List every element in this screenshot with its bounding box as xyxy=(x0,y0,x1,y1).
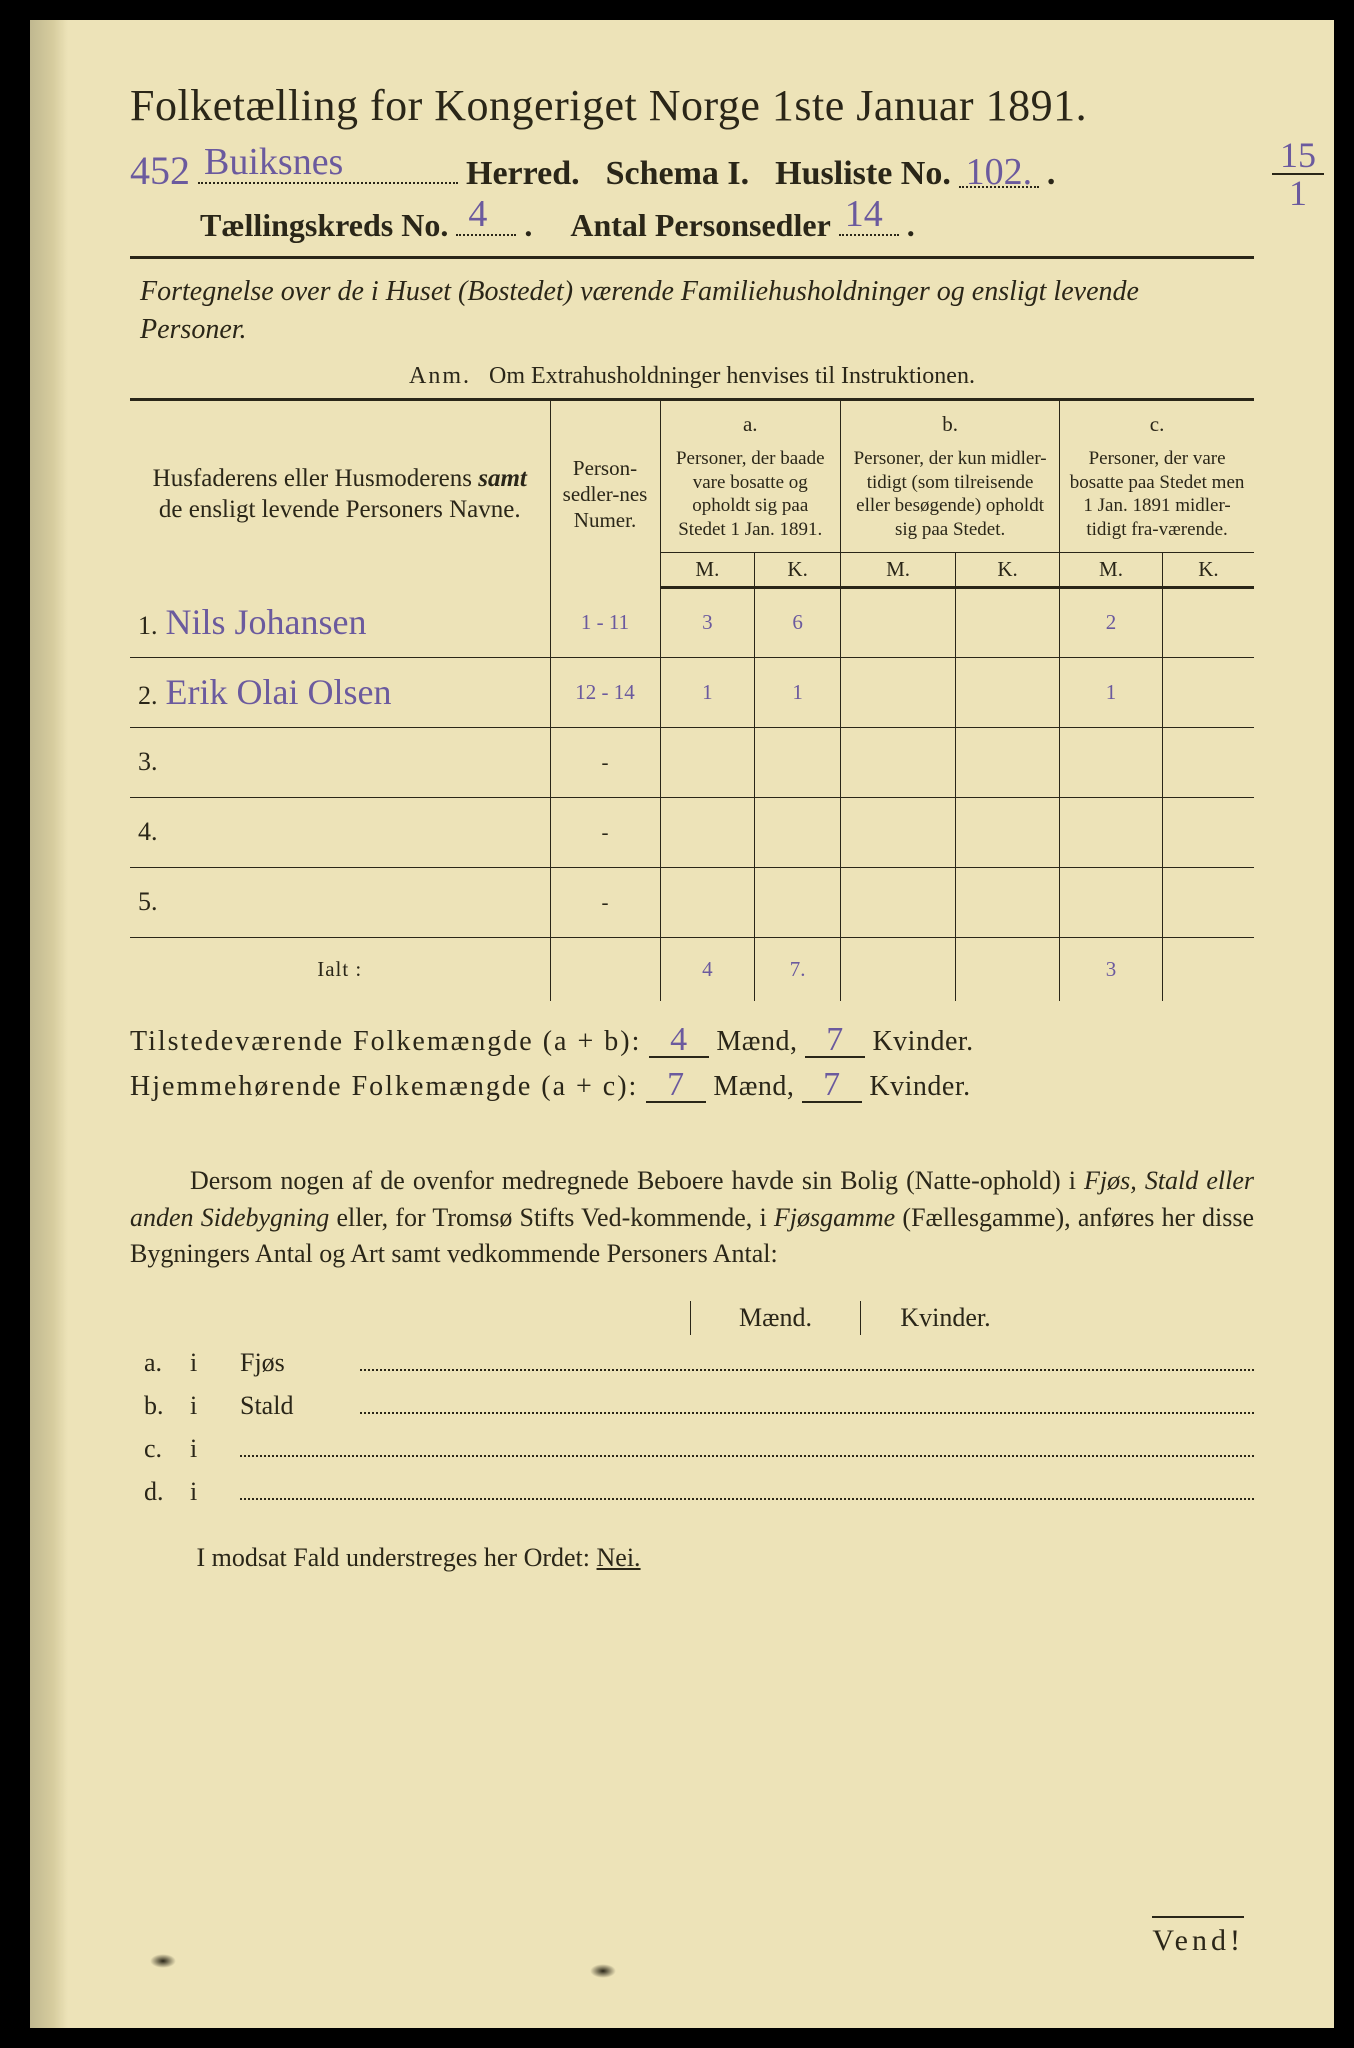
antal-field: 14 xyxy=(839,204,899,236)
herred-label: Herred. xyxy=(466,155,580,193)
antal-number-hand: 14 xyxy=(845,192,883,236)
table-row: 5. - xyxy=(130,867,1254,937)
col-b-k: K. xyxy=(956,552,1060,587)
buildings-block: Mænd. Kvinder. a. i Fjøs b. i Stald c. i… xyxy=(130,1301,1254,1507)
col-header-names: Husfaderens eller Husmoderens samt de en… xyxy=(130,399,550,587)
nei-word: Nei. xyxy=(597,1543,641,1572)
husliste-number-hand: 102. xyxy=(959,150,1039,188)
col-a-k: K. xyxy=(755,552,841,587)
husliste-label: Husliste No. xyxy=(775,155,951,193)
col-header-numer: Person-sedler-nes Numer. xyxy=(550,399,660,587)
resident-women: 7 xyxy=(802,1070,862,1103)
ink-smudge xyxy=(590,1964,616,1978)
col-c-k: K. xyxy=(1162,552,1254,587)
building-row: a. i Fjøs xyxy=(130,1345,1254,1378)
fraction-numerator: 15 xyxy=(1272,137,1324,175)
vend-label: Vend! xyxy=(1152,1916,1244,1958)
herred-field: Buiksnes xyxy=(198,150,458,184)
col-header-a-letter: a. xyxy=(660,399,841,437)
present-men: 4 xyxy=(649,1025,709,1058)
buildings-col-kvinder: Kvinder. xyxy=(860,1301,1030,1335)
table-row: 4. - xyxy=(130,797,1254,867)
household-table: Husfaderens eller Husmoderens samt de en… xyxy=(130,398,1254,1002)
person-name: Erik Olai Olsen xyxy=(166,672,392,712)
building-row: c. i xyxy=(130,1431,1254,1464)
col-header-c: Personer, der vare bosatte paa Stedet me… xyxy=(1060,437,1254,553)
fortegnelse-text: Fortegnelse over de i Huset (Bostedet) v… xyxy=(140,273,1244,349)
building-row: b. i Stald xyxy=(130,1388,1254,1421)
fraction-denominator: 1 xyxy=(1272,175,1324,211)
page-title: Folketælling for Kongeriget Norge 1ste J… xyxy=(130,80,1254,131)
col-c-m: M. xyxy=(1060,552,1163,587)
person-name: Nils Johansen xyxy=(166,602,367,642)
kreds-label: Tællingskreds No. xyxy=(200,207,448,244)
buildings-col-maend: Mænd. xyxy=(690,1301,860,1335)
col-header-a: Personer, der baade vare bosatte og opho… xyxy=(660,437,841,553)
ink-smudge xyxy=(150,1954,176,1968)
summary-block: Tilstedeværende Folkemængde (a + b): 4 M… xyxy=(130,1025,1254,1103)
herred-name-hand: Buiksnes xyxy=(204,140,343,184)
col-a-m: M. xyxy=(660,552,755,587)
table-row: 3. - xyxy=(130,727,1254,797)
col-header-c-letter: c. xyxy=(1060,399,1254,437)
table-row: 2.Erik Olai Olsen 12 - 14 1 1 1 xyxy=(130,657,1254,727)
totals-row: Ialt : 4 7. 3 xyxy=(130,937,1254,1001)
anm-text: Om Extrahusholdninger henvises til Instr… xyxy=(489,363,975,389)
divider xyxy=(130,256,1254,259)
anm-line: Anm. Om Extrahusholdninger henvises til … xyxy=(130,363,1254,390)
explanatory-paragraph: Dersom nogen af de ovenfor medregnede Be… xyxy=(130,1163,1254,1272)
antal-label: Antal Personsedler xyxy=(570,207,830,244)
nei-line: I modsat Fald understreges her Ordet: Ne… xyxy=(130,1543,1254,1573)
ialt-label: Ialt : xyxy=(130,937,550,1001)
col-b-m: M. xyxy=(841,552,956,587)
header-row-3: Tællingskreds No. 4 . Antal Personsedler… xyxy=(200,204,1254,244)
header-row-2: 452 Buiksnes Herred. Schema I. Husliste … xyxy=(130,147,1254,194)
col-header-b-letter: b. xyxy=(841,399,1060,437)
binding-spine xyxy=(30,20,68,2028)
building-row: d. i xyxy=(130,1474,1254,1507)
kreds-field: 4 xyxy=(456,204,516,236)
anm-prefix: Anm. xyxy=(409,363,471,389)
summary-line-resident: Hjemmehørende Folkemængde (a + c): 7 Mæn… xyxy=(130,1070,1254,1103)
buildings-header: Mænd. Kvinder. xyxy=(130,1301,1254,1335)
summary-line-present: Tilstedeværende Folkemængde (a + b): 4 M… xyxy=(130,1025,1254,1058)
resident-men: 7 xyxy=(646,1070,706,1103)
col-header-b: Personer, der kun midler-tidigt (som til… xyxy=(841,437,1060,553)
kreds-number-hand: 4 xyxy=(468,192,487,236)
page-fraction: 15 1 xyxy=(1272,137,1324,211)
district-number-hand: 452 xyxy=(130,147,190,194)
present-women: 7 xyxy=(805,1025,865,1058)
schema-label: Schema I. xyxy=(606,155,750,193)
table-row: 1.Nils Johansen 1 - 11 3 6 2 xyxy=(130,587,1254,657)
census-form-page: Folketælling for Kongeriget Norge 1ste J… xyxy=(0,0,1354,2048)
